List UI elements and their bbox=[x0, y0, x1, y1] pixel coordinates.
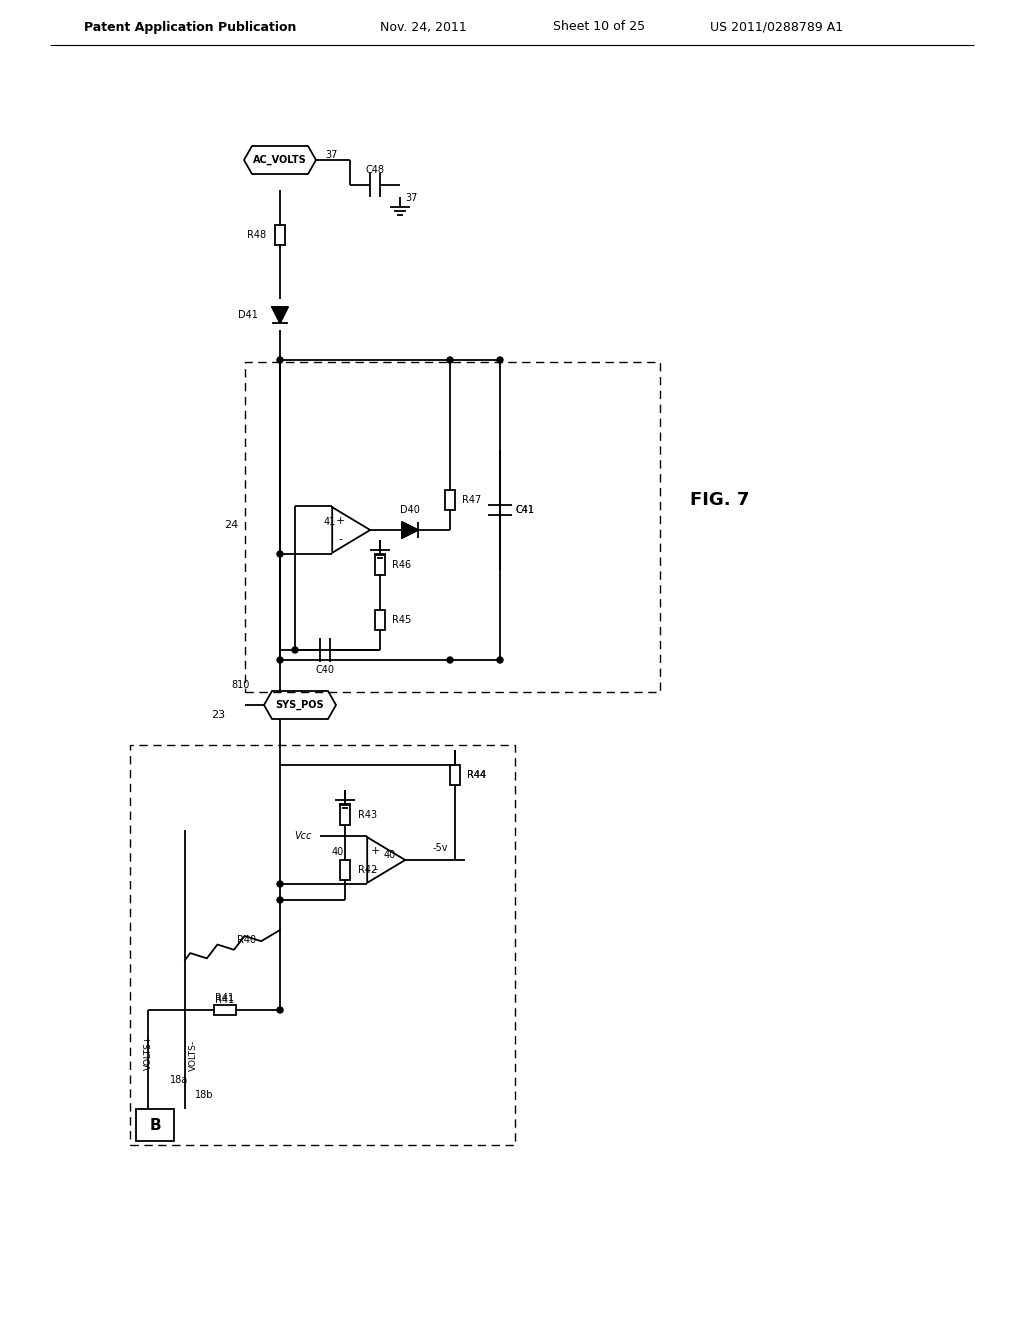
Text: 24: 24 bbox=[224, 520, 238, 531]
Text: 41: 41 bbox=[324, 517, 336, 527]
Text: 18a: 18a bbox=[170, 1074, 188, 1085]
Bar bbox=[375, 554, 385, 576]
Bar bbox=[245, 362, 660, 692]
Text: R42: R42 bbox=[358, 865, 377, 875]
Circle shape bbox=[278, 550, 283, 557]
Text: R41: R41 bbox=[215, 995, 234, 1005]
Bar bbox=[214, 1005, 236, 1015]
Text: 40: 40 bbox=[384, 850, 396, 861]
Polygon shape bbox=[402, 521, 418, 539]
Text: -: - bbox=[373, 865, 377, 874]
Text: R48: R48 bbox=[247, 230, 266, 240]
Text: Sheet 10 of 25: Sheet 10 of 25 bbox=[553, 21, 645, 33]
Text: R47: R47 bbox=[462, 495, 481, 506]
Bar bbox=[340, 805, 350, 825]
Text: -5v: -5v bbox=[432, 843, 447, 853]
Text: R40: R40 bbox=[238, 935, 257, 945]
Text: AC_VOLTS: AC_VOLTS bbox=[253, 154, 307, 165]
Text: C41: C41 bbox=[516, 506, 535, 515]
Text: R43: R43 bbox=[358, 810, 377, 820]
Text: R41: R41 bbox=[215, 993, 234, 1003]
Text: 37: 37 bbox=[325, 150, 337, 160]
Text: R45: R45 bbox=[392, 615, 412, 624]
Text: 810: 810 bbox=[231, 680, 250, 690]
Text: R44: R44 bbox=[467, 770, 486, 780]
Bar bbox=[136, 1109, 174, 1140]
Text: US 2011/0288789 A1: US 2011/0288789 A1 bbox=[710, 21, 843, 33]
Text: 18b: 18b bbox=[195, 1090, 213, 1100]
Bar bbox=[340, 861, 350, 880]
Text: Vcc: Vcc bbox=[295, 832, 312, 841]
Text: 37: 37 bbox=[406, 193, 418, 203]
Text: D40: D40 bbox=[400, 506, 420, 515]
Bar bbox=[130, 744, 515, 1144]
Circle shape bbox=[278, 1007, 283, 1012]
Circle shape bbox=[278, 356, 283, 363]
Circle shape bbox=[497, 356, 503, 363]
Polygon shape bbox=[368, 837, 406, 883]
Text: C48: C48 bbox=[366, 165, 384, 176]
Text: R44: R44 bbox=[467, 770, 486, 780]
Circle shape bbox=[497, 657, 503, 663]
Text: SYS_POS: SYS_POS bbox=[275, 700, 325, 710]
Bar bbox=[275, 224, 285, 246]
Text: C40: C40 bbox=[315, 665, 335, 675]
Bar bbox=[445, 490, 455, 510]
Circle shape bbox=[447, 657, 453, 663]
Text: VOLTS+: VOLTS+ bbox=[143, 1035, 153, 1069]
Polygon shape bbox=[272, 308, 288, 323]
Circle shape bbox=[278, 898, 283, 903]
Text: D41: D41 bbox=[239, 310, 258, 319]
Text: +: + bbox=[371, 846, 380, 855]
Text: FIG. 7: FIG. 7 bbox=[690, 491, 750, 510]
Bar bbox=[450, 766, 460, 785]
Circle shape bbox=[292, 647, 298, 653]
Text: C41: C41 bbox=[516, 506, 535, 515]
Text: +: + bbox=[336, 516, 345, 525]
Text: 40: 40 bbox=[332, 847, 344, 857]
Text: B: B bbox=[150, 1118, 161, 1133]
Circle shape bbox=[447, 356, 453, 363]
Circle shape bbox=[278, 880, 283, 887]
Text: VOLTS-: VOLTS- bbox=[188, 1039, 198, 1071]
Text: 23: 23 bbox=[211, 710, 225, 719]
Polygon shape bbox=[332, 507, 371, 553]
Text: R46: R46 bbox=[392, 560, 411, 570]
Text: Patent Application Publication: Patent Application Publication bbox=[84, 21, 296, 33]
Bar bbox=[375, 610, 385, 630]
Circle shape bbox=[278, 657, 283, 663]
Text: -: - bbox=[338, 535, 342, 544]
Text: Nov. 24, 2011: Nov. 24, 2011 bbox=[380, 21, 467, 33]
